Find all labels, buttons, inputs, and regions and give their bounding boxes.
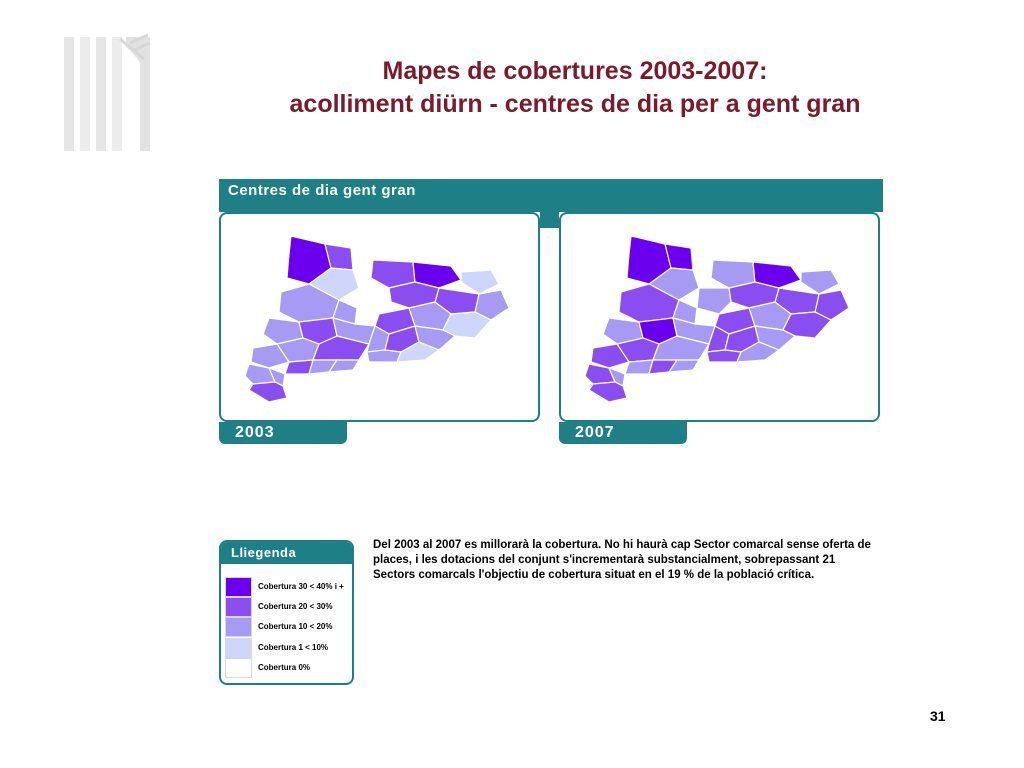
coverage-note: Del 2003 al 2007 es millorarà la cobertu… (373, 539, 871, 581)
map-legend: Lliegenda Cobertura 30 < 40% i + Cobertu… (219, 540, 354, 685)
catalonia-map-2007 (584, 235, 850, 403)
legend-item: Cobertura 20 < 30% (225, 597, 350, 617)
legend-item: Cobertura 1 < 10% (225, 638, 350, 658)
page-title-line-1: Mapes de cobertures 2003-2007: (382, 57, 768, 85)
catalonia-map-2003 (244, 235, 510, 403)
legend-item-label: Cobertura 1 < 10% (258, 643, 329, 652)
legend-header: Lliegenda (221, 542, 352, 564)
maps-divider (540, 212, 559, 228)
legend-swatch (225, 658, 252, 678)
maps-header-label: Centres de dia gent gran (228, 182, 416, 199)
legend-swatch (225, 617, 252, 637)
legend-item-label: Cobertura 30 < 40% i + (258, 582, 344, 591)
legend-item-label: Cobertura 0% (258, 663, 311, 672)
legend-swatch (225, 638, 252, 658)
year-label-2003-text: 2003 (235, 424, 275, 441)
page-number: 31 (930, 708, 946, 724)
map-panel-2003 (219, 212, 540, 422)
year-label-2003: 2003 (219, 422, 347, 444)
map-panel-2007 (559, 212, 880, 422)
legend-item: Cobertura 10 < 20% (225, 617, 350, 637)
maps-header: Centres de dia gent gran (219, 179, 883, 212)
legend-swatch (225, 577, 252, 597)
legend-item-label: Cobertura 20 < 30% (258, 602, 333, 611)
year-label-2007: 2007 (559, 422, 687, 444)
legend-item-label: Cobertura 10 < 20% (258, 622, 333, 631)
legend-swatch (225, 597, 252, 617)
institution-logo (64, 33, 151, 151)
legend-title: Lliegenda (231, 545, 297, 560)
page-title-line-2: acolliment diürn - centres de dia per a … (289, 90, 861, 118)
year-label-2007-text: 2007 (575, 424, 615, 441)
legend-item: Cobertura 0% (225, 658, 350, 678)
legend-item: Cobertura 30 < 40% i + (225, 577, 350, 597)
